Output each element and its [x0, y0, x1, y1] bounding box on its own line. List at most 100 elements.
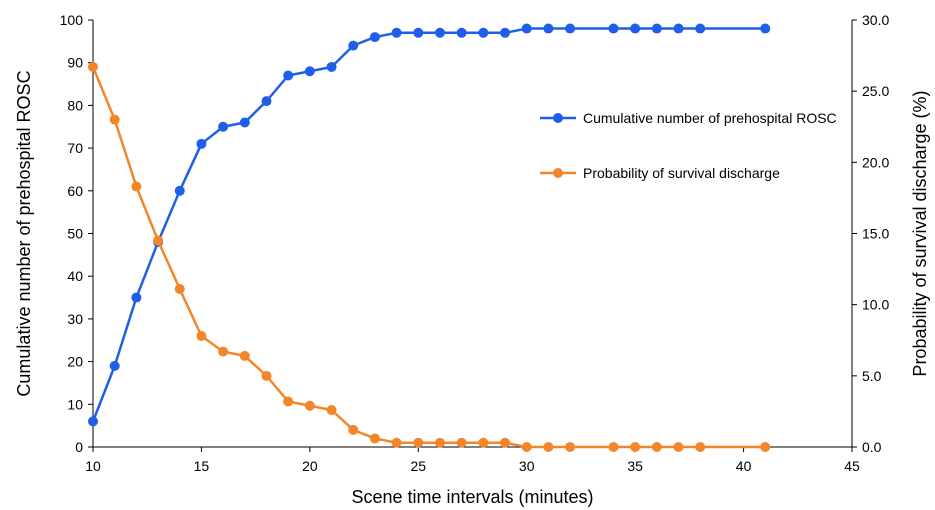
x-axis-ticks: 10 15 20 25 30 35 40 45: [85, 447, 860, 474]
data-point: [174, 284, 185, 295]
left-y-tick-label: 40: [67, 268, 83, 284]
x-tick-label: 10: [85, 458, 101, 474]
data-point: [630, 23, 641, 34]
data-point: [673, 23, 684, 34]
x-tick-label: 45: [844, 458, 860, 474]
data-point: [131, 292, 142, 303]
data-point: [456, 437, 467, 448]
left-y-tick-label: 90: [67, 55, 83, 71]
data-point: [326, 404, 337, 415]
series-2: [88, 61, 771, 452]
data-point: [651, 23, 662, 34]
data-point: [478, 437, 489, 448]
data-point: [304, 66, 315, 77]
data-point: [304, 400, 315, 411]
right-y-tick-label: 15.0: [862, 226, 889, 242]
data-point: [413, 27, 424, 38]
data-point: [239, 117, 250, 128]
data-point: [218, 346, 229, 357]
data-point: [673, 442, 684, 452]
data-point: [348, 424, 359, 435]
axes: [92, 20, 853, 448]
data-point: [565, 23, 576, 34]
series-line: [91, 27, 766, 422]
right-y-tick-label: 30.0: [862, 12, 889, 28]
left-y-tick-label: 20: [67, 354, 83, 370]
left-y-tick-label: 70: [67, 140, 83, 156]
data-point: [283, 70, 294, 81]
data-point: [500, 27, 511, 38]
right-y-tick-label: 20.0: [862, 154, 889, 170]
x-tick-label: 15: [194, 458, 210, 474]
left-y-tick-label: 30: [67, 311, 83, 327]
series-layer: [88, 23, 771, 452]
left-y-tick-label: 0: [75, 439, 83, 455]
data-point: [174, 185, 185, 196]
data-point: [369, 433, 380, 444]
left-y-tick-label: 10: [67, 396, 83, 412]
data-point: [261, 96, 272, 107]
right-y-axis-ticks: 0.0 5.0 10.0 15.0 20.0 25.0 30.0: [852, 12, 889, 455]
data-point: [543, 442, 554, 452]
data-point: [608, 442, 619, 452]
data-point: [695, 442, 706, 452]
x-tick-label: 40: [736, 458, 752, 474]
legend-marker: [553, 113, 563, 123]
data-point: [434, 437, 445, 448]
legend: Cumulative number of prehospital ROSC Pro…: [540, 110, 837, 181]
data-point: [261, 370, 272, 381]
data-point: [478, 27, 489, 38]
data-point: [348, 40, 359, 51]
legend-label: Cumulative number of prehospital ROSC: [583, 110, 837, 126]
data-point: [521, 442, 532, 452]
data-point: [369, 32, 380, 43]
x-tick-label: 35: [627, 458, 643, 474]
data-point: [543, 23, 554, 34]
data-point: [131, 181, 142, 192]
right-y-tick-label: 10.0: [862, 297, 889, 313]
left-y-tick-label: 80: [67, 97, 83, 113]
data-point: [326, 61, 337, 72]
data-point: [88, 61, 98, 72]
data-point: [434, 27, 445, 38]
data-point: [218, 121, 229, 132]
legend-item: Probability of survival discharge: [540, 165, 780, 181]
left-y-tick-label: 50: [67, 226, 83, 242]
x-tick-label: 25: [410, 458, 426, 474]
data-point: [500, 437, 511, 448]
right-y-tick-label: 5.0: [862, 368, 882, 384]
data-point: [521, 23, 532, 34]
right-y-tick-label: 0.0: [862, 439, 882, 455]
data-point: [760, 442, 771, 452]
data-point: [456, 27, 467, 38]
series-1: [88, 23, 771, 427]
data-point: [109, 360, 120, 371]
data-point: [651, 442, 662, 452]
left-y-tick-label: 100: [60, 12, 84, 28]
right-y-axis-title: Probability of survival discharge (%): [910, 90, 930, 376]
data-point: [196, 138, 207, 149]
legend-marker: [553, 168, 563, 178]
data-point: [196, 330, 207, 341]
data-point: [695, 23, 706, 34]
data-point: [391, 27, 402, 38]
x-tick-label: 20: [302, 458, 318, 474]
data-point: [283, 396, 294, 407]
left-y-tick-label: 60: [67, 183, 83, 199]
data-point: [239, 350, 250, 361]
data-point: [565, 442, 576, 452]
data-point: [630, 442, 641, 452]
data-point: [413, 437, 424, 448]
data-point: [608, 23, 619, 34]
right-y-tick-label: 25.0: [862, 83, 889, 99]
x-tick-label: 30: [519, 458, 535, 474]
data-point: [391, 437, 402, 448]
data-point: [109, 114, 120, 125]
legend-item: Cumulative number of prehospital ROSC: [540, 110, 837, 126]
left-y-axis-title: Cumulative number of prehospital ROSC: [14, 70, 34, 396]
left-y-axis-ticks: 0 10 20 30 40 50 60 70 80 90 100: [60, 12, 93, 455]
data-point: [153, 235, 164, 246]
data-point: [760, 23, 771, 34]
data-point: [88, 416, 98, 427]
